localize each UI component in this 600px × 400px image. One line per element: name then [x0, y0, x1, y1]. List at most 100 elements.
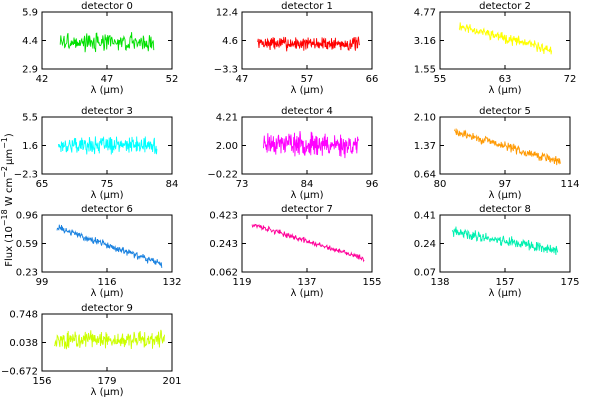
x-axis-label: λ (μm) — [90, 85, 123, 96]
y-tick-label: −2.3 — [14, 170, 38, 181]
detector-panel: 65 75 84 −2.3 1.6 5.5 detector 3 λ (μm) — [14, 106, 179, 201]
y-tick-label: 4.4 — [22, 36, 38, 47]
x-tick-label: 65 — [36, 179, 49, 190]
x-tick-label: 52 — [166, 74, 179, 85]
y-axis-label-e: μm — [4, 149, 15, 165]
y-axis-label-c: W cm — [4, 178, 15, 209]
x-tick-label: 96 — [366, 179, 379, 190]
x-tick-label: 119 — [232, 277, 251, 288]
plot-frame — [241, 214, 373, 273]
x-tick-label: 47 — [101, 74, 114, 85]
y-tick-label: 1.6 — [22, 141, 38, 152]
spectrum-line — [59, 32, 155, 53]
x-tick-label: 55 — [434, 74, 447, 85]
x-tick-label: 84 — [166, 179, 179, 190]
y-axis-label-a: Flux (10 — [4, 226, 15, 267]
detector-panel: 47 57 66 −3.3 4.6 12.4 detector 1 λ (μm) — [214, 1, 379, 96]
y-tick-label: 0.64 — [414, 170, 436, 181]
x-tick-label: 179 — [97, 376, 116, 387]
x-axis-label: λ (μm) — [90, 387, 123, 398]
y-tick-label: −0.22 — [207, 170, 238, 181]
y-tick-label: 3.16 — [414, 36, 436, 47]
detector-panel: 119 137 155 0.062 0.243 0.423 detector 7 λ (μm) — [209, 204, 381, 299]
panel-title: detector 9 — [81, 303, 133, 314]
spectrum-line — [263, 131, 359, 159]
x-tick-label: 201 — [162, 376, 181, 387]
y-tick-label: 5.9 — [22, 8, 38, 19]
detector-panel: 55 63 72 1.55 3.16 4.77 detector 2 λ (μm) — [414, 1, 577, 96]
x-tick-label: 155 — [362, 277, 381, 288]
detector-panel: 42 47 52 2.9 4.4 5.9 detector 0 λ (μm) — [22, 1, 178, 96]
panel-title: detector 8 — [479, 204, 531, 215]
y-tick-label: 2.10 — [414, 113, 436, 124]
y-tick-label: 2.00 — [216, 141, 238, 152]
spectrum-line — [251, 223, 365, 263]
detector-panel: 80 97 114 0.64 1.37 2.10 detector 5 λ (μm) — [414, 106, 580, 201]
y-tick-label: 0.423 — [209, 211, 238, 222]
y-axis-label-f: −1 — [0, 137, 9, 149]
plot-frame — [41, 214, 173, 273]
y-axis-label: Flux (10−18 W cm−2μm−1) — [0, 133, 15, 267]
x-tick-label: 42 — [36, 74, 49, 85]
x-axis-label: λ (μm) — [488, 288, 521, 299]
panel-title: detector 2 — [479, 1, 531, 12]
x-tick-label: 84 — [301, 179, 314, 190]
x-axis-label: λ (μm) — [290, 288, 323, 299]
x-tick-label: 57 — [301, 74, 314, 85]
y-tick-label: 0.41 — [414, 211, 436, 222]
panel-title: detector 6 — [81, 204, 133, 215]
x-axis-label: λ (μm) — [290, 85, 323, 96]
y-tick-label: 0.07 — [414, 268, 436, 279]
detector-panel: 156 179 201 −0.672 0.038 0.748 detector 9 λ (μm… — [1, 303, 182, 398]
x-axis-label: λ (μm) — [90, 288, 123, 299]
x-tick-label: 114 — [560, 179, 579, 190]
x-axis-label: λ (μm) — [488, 190, 521, 201]
y-tick-label: 4.77 — [414, 8, 436, 19]
spectrum-line — [57, 135, 158, 155]
x-tick-label: 63 — [499, 74, 512, 85]
panel-title: detector 4 — [281, 106, 333, 117]
detector-panel: 73 84 96 −0.22 2.00 4.21 detector 4 λ (μm) — [207, 106, 378, 201]
x-tick-label: 156 — [32, 376, 51, 387]
x-axis-label: λ (μm) — [90, 190, 123, 201]
x-tick-label: 80 — [434, 179, 447, 190]
y-tick-label: 0.038 — [9, 338, 38, 349]
spectrum-line — [54, 329, 165, 350]
spectrum-line — [56, 224, 163, 268]
panel-title: detector 3 — [81, 106, 133, 117]
y-tick-label: 2.9 — [22, 65, 38, 76]
y-axis-label-g: ) — [4, 133, 15, 137]
y-tick-label: 0.243 — [209, 239, 238, 250]
y-tick-label: 1.55 — [414, 65, 436, 76]
x-tick-label: 73 — [236, 179, 249, 190]
spectrum-line — [257, 36, 361, 52]
y-tick-label: 0.062 — [209, 268, 238, 279]
y-tick-label: 0.748 — [9, 310, 38, 321]
y-tick-label: 5.5 — [22, 113, 38, 124]
y-tick-label: 0.24 — [414, 239, 436, 250]
y-tick-label: −3.3 — [214, 65, 238, 76]
y-tick-label: 4.21 — [216, 113, 238, 124]
detector-panel: 99 116 132 0.23 0.59 0.96 detector 6 λ (μm) — [16, 204, 182, 299]
panel-title: detector 1 — [281, 1, 333, 12]
x-tick-label: 75 — [101, 179, 114, 190]
x-tick-label: 137 — [297, 277, 316, 288]
x-tick-label: 97 — [499, 179, 512, 190]
x-tick-label: 138 — [430, 277, 449, 288]
y-axis-label-b: −18 — [0, 209, 9, 226]
x-axis-label: λ (μm) — [290, 190, 323, 201]
y-tick-label: 1.37 — [414, 141, 436, 152]
spectrum-line — [454, 128, 561, 166]
x-tick-label: 72 — [564, 74, 577, 85]
y-tick-label: 12.4 — [216, 8, 238, 19]
x-tick-label: 116 — [97, 277, 116, 288]
x-tick-label: 132 — [162, 277, 181, 288]
y-tick-label: 4.6 — [222, 36, 238, 47]
panel-title: detector 5 — [479, 106, 531, 117]
y-axis-label-d: −2 — [0, 166, 9, 178]
y-tick-label: −0.672 — [1, 367, 38, 378]
x-tick-label: 66 — [366, 74, 379, 85]
detector-panel: 138 157 175 0.07 0.24 0.41 detector 8 λ (μm) — [414, 204, 580, 299]
x-tick-label: 175 — [560, 277, 579, 288]
y-tick-label: 0.96 — [16, 211, 38, 222]
